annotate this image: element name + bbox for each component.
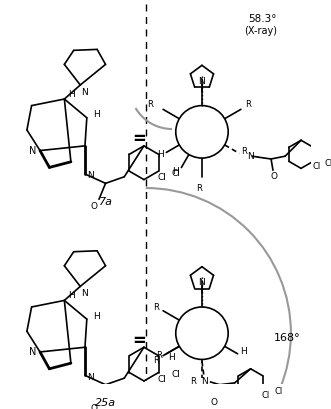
Text: N: N [199, 77, 205, 86]
Text: O: O [211, 398, 218, 407]
Text: R: R [153, 356, 159, 365]
Text: R: R [241, 147, 247, 156]
Text: N: N [201, 378, 208, 387]
Text: R: R [147, 100, 153, 109]
Text: H: H [157, 150, 164, 159]
Text: O: O [270, 172, 277, 181]
Text: R: R [156, 351, 162, 360]
Text: 168°: 168° [274, 333, 300, 343]
Text: H: H [168, 353, 175, 362]
Text: H: H [172, 167, 179, 176]
Text: 7a: 7a [99, 197, 113, 207]
Text: O: O [91, 404, 98, 409]
Text: R: R [153, 303, 159, 312]
Circle shape [176, 106, 228, 158]
Text: R: R [246, 100, 251, 109]
Text: Cl: Cl [262, 391, 270, 400]
Text: N: N [247, 152, 254, 161]
Text: H: H [69, 90, 75, 99]
Text: N: N [87, 171, 94, 180]
Text: (X-ray): (X-ray) [244, 26, 277, 36]
Text: N: N [81, 88, 87, 97]
Text: 58.3°: 58.3° [248, 14, 277, 25]
Text: H: H [93, 110, 100, 119]
Text: N: N [199, 278, 205, 287]
Text: N: N [29, 146, 36, 155]
Text: Cl: Cl [312, 162, 320, 171]
Text: 25a: 25a [95, 398, 116, 409]
Text: Cl: Cl [274, 387, 282, 396]
Text: =: = [132, 332, 146, 350]
Text: N: N [81, 289, 87, 299]
Text: O: O [91, 202, 98, 211]
Text: =: = [132, 130, 146, 148]
Text: H: H [69, 291, 75, 300]
Text: R: R [191, 378, 197, 387]
Text: Cl: Cl [172, 370, 180, 379]
Text: R: R [196, 184, 202, 193]
Text: Cl: Cl [172, 169, 180, 178]
Text: Cl: Cl [157, 375, 166, 384]
Text: Cl: Cl [324, 159, 331, 168]
Text: H: H [93, 312, 100, 321]
Text: H: H [240, 347, 247, 356]
Text: Cl: Cl [157, 173, 166, 182]
Text: N: N [29, 347, 36, 357]
Text: N: N [87, 373, 94, 382]
Circle shape [176, 307, 228, 360]
